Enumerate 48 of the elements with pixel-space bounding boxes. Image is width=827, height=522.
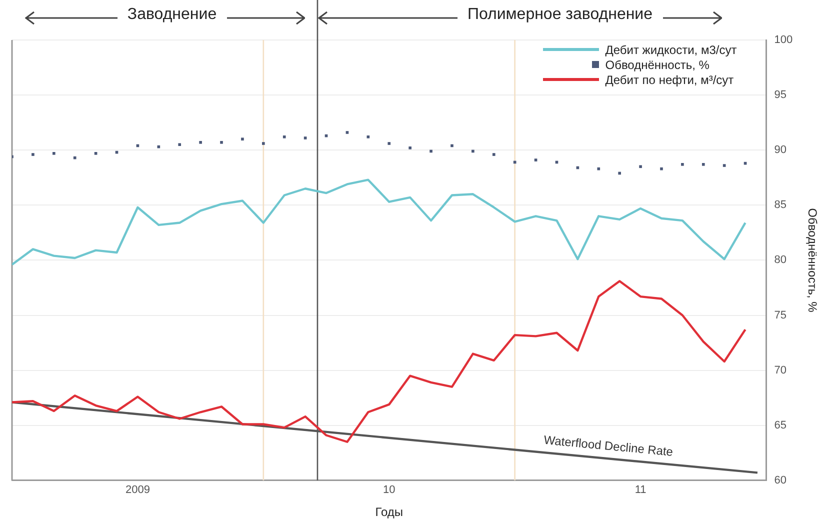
point bbox=[366, 135, 370, 138]
text: Заводнение bbox=[127, 6, 217, 24]
point bbox=[472, 150, 474, 153]
x-tick-label: 2009 bbox=[125, 484, 150, 496]
point bbox=[639, 165, 642, 168]
x-tick-label: 11 bbox=[634, 484, 646, 496]
point bbox=[430, 150, 432, 153]
point bbox=[597, 167, 600, 170]
point bbox=[534, 158, 538, 162]
y-tick-label: 65 bbox=[774, 419, 786, 432]
point bbox=[346, 131, 349, 134]
y-tick-label: 90 bbox=[774, 144, 786, 156]
point bbox=[618, 172, 621, 175]
x-tick-label: 10 bbox=[383, 484, 396, 496]
point bbox=[178, 143, 182, 146]
point bbox=[408, 146, 412, 150]
point bbox=[262, 142, 265, 145]
point bbox=[32, 153, 34, 156]
y-tick-label: 85 bbox=[774, 199, 786, 212]
legend-label: Дебит по нефти, м³/сут bbox=[605, 72, 734, 86]
point bbox=[388, 142, 391, 145]
y-axis-title: Обводнённость, % bbox=[805, 208, 820, 313]
point bbox=[450, 144, 454, 148]
point bbox=[94, 152, 98, 155]
x-axis-title: Годы bbox=[375, 505, 403, 520]
y-tick-label: 60 bbox=[774, 474, 786, 486]
point bbox=[157, 145, 160, 148]
point bbox=[660, 167, 663, 170]
legend-label: Обводнённость, % bbox=[605, 58, 710, 72]
point bbox=[681, 163, 684, 166]
text: Полимерное заводнение bbox=[467, 6, 653, 24]
point bbox=[304, 136, 307, 140]
legend-label: Дебит жидкости, м3/сут bbox=[605, 42, 737, 56]
point bbox=[199, 140, 202, 144]
point bbox=[722, 164, 726, 167]
y-tick-label: 75 bbox=[774, 309, 786, 322]
y-tick-label: 100 bbox=[774, 34, 793, 46]
point bbox=[52, 152, 56, 155]
point bbox=[73, 156, 76, 160]
y-tick-label: 70 bbox=[774, 364, 786, 376]
point bbox=[702, 163, 705, 166]
annotation: Waterflood Decline Rate bbox=[543, 432, 674, 460]
point bbox=[241, 138, 244, 141]
point bbox=[220, 140, 223, 144]
y-tick-label: 95 bbox=[774, 89, 786, 102]
point bbox=[282, 135, 286, 138]
y-tick-label: 80 bbox=[774, 254, 786, 266]
point bbox=[492, 153, 496, 156]
